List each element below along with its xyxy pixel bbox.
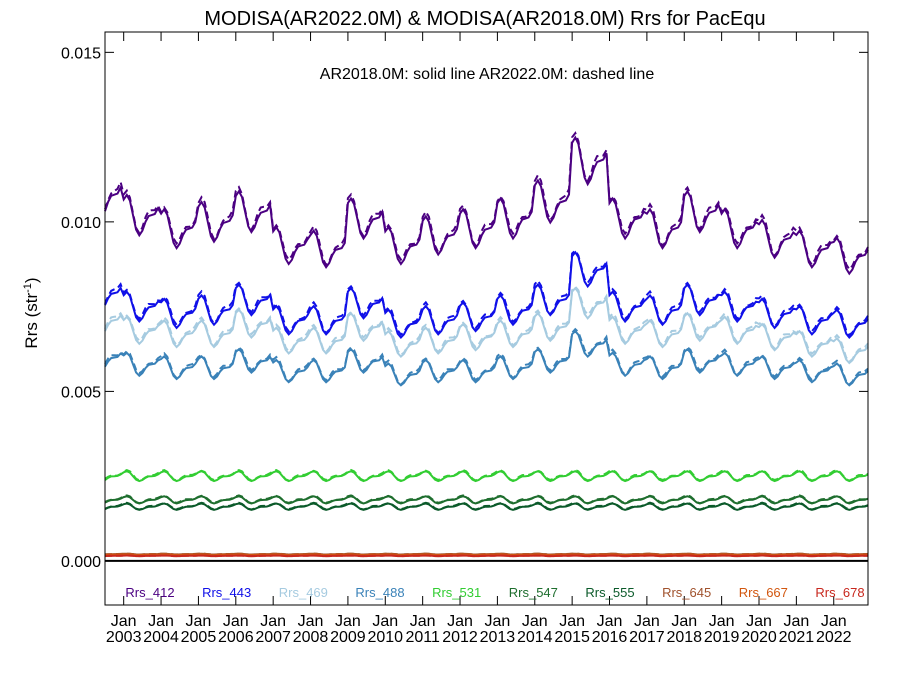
legend: Rrs_412 Rrs_443 Rrs_469 Rrs_488 Rrs_531 Rrs_5… bbox=[125, 585, 864, 600]
y-axis-label-base: Rrs (str bbox=[22, 293, 41, 349]
chart-subtitle: AR2018.0M: solid line AR2022.0M: dashed … bbox=[320, 66, 655, 83]
series-dashed-line-rrs-667 bbox=[104, 553, 869, 557]
x-tick-label-month: Jan bbox=[559, 613, 585, 630]
series-line-rrs-469 bbox=[104, 286, 869, 365]
x-tick-label-year: 2015 bbox=[554, 629, 590, 646]
series-dashed-line-rrs-555 bbox=[104, 501, 869, 511]
x-tick-label-year: 2017 bbox=[629, 629, 665, 646]
y-tick-label: 0.005 bbox=[61, 384, 101, 401]
x-tick-label-month: Jan bbox=[522, 613, 548, 630]
legend-entry-rrs-469: Rrs_469 bbox=[279, 585, 328, 600]
x-tick-label-month: Jan bbox=[335, 613, 361, 630]
y-tick-label: 0.010 bbox=[61, 215, 101, 232]
x-tick-label-month: Jan bbox=[597, 613, 623, 630]
x-tick-label-year: 2014 bbox=[517, 629, 553, 646]
x-tick-label-month: Jan bbox=[783, 613, 809, 630]
x-tick-label-year: 2019 bbox=[704, 629, 740, 646]
x-tick-label-month: Jan bbox=[186, 613, 212, 630]
series-dashed-line-rrs-531 bbox=[104, 468, 869, 482]
x-tick-label-year: 2005 bbox=[181, 629, 217, 646]
y-tick-label: 0.015 bbox=[61, 45, 101, 62]
series-dashed-line-rrs-547 bbox=[104, 494, 869, 505]
series-dashed-line-rrs-678 bbox=[104, 554, 868, 558]
x-tick-label-year: 2004 bbox=[143, 629, 179, 646]
x-tick-label-month: Jan bbox=[148, 613, 174, 630]
series-dashed-line-rrs-469 bbox=[104, 285, 869, 364]
plot-frame bbox=[104, 31, 869, 606]
x-tick-label-month: Jan bbox=[746, 613, 772, 630]
chart-title: MODISA(AR2022.0M) & MODISA(AR2018.0M) Rr… bbox=[204, 8, 765, 30]
x-tick-label-year: 2011 bbox=[405, 629, 440, 646]
legend-entry-rrs-547: Rrs_547 bbox=[509, 585, 558, 600]
axes: 0.0000.0050.0100.015Jan2003Jan2004Jan200… bbox=[61, 31, 869, 646]
x-tick-label-year: 2012 bbox=[442, 629, 478, 646]
y-axis-label-close: ) bbox=[22, 277, 41, 283]
x-tick-label-month: Jan bbox=[372, 613, 398, 630]
series-line-rrs-443 bbox=[104, 250, 869, 340]
y-axis-label-superscript: -1 bbox=[22, 283, 34, 293]
x-tick-label-month: Jan bbox=[298, 613, 324, 630]
x-tick-label-year: 2003 bbox=[106, 629, 142, 646]
legend-entry-rrs-488: Rrs_488 bbox=[355, 585, 404, 600]
x-tick-label-year: 2008 bbox=[293, 629, 329, 646]
x-tick-label-year: 2007 bbox=[255, 629, 291, 646]
x-tick-label-month: Jan bbox=[485, 613, 511, 630]
x-tick-label-year: 2020 bbox=[741, 629, 777, 646]
x-tick-label-year: 2021 bbox=[779, 629, 815, 646]
x-tick-label-year: 2009 bbox=[330, 629, 366, 646]
x-tick-label-year: 2016 bbox=[592, 629, 628, 646]
x-tick-label-year: 2006 bbox=[218, 629, 254, 646]
x-tick-label-month: Jan bbox=[260, 613, 286, 630]
y-axis-label: Rrs (str-1) bbox=[22, 277, 41, 348]
legend-entry-rrs-443: Rrs_443 bbox=[202, 585, 251, 600]
x-tick-label-year: 2018 bbox=[666, 629, 702, 646]
x-tick-label-month: Jan bbox=[821, 613, 847, 630]
series-dashed-line-rrs-443 bbox=[104, 248, 869, 337]
x-tick-label-month: Jan bbox=[223, 613, 249, 630]
x-tick-label-year: 2010 bbox=[367, 629, 403, 646]
legend-entry-rrs-412: Rrs_412 bbox=[125, 585, 174, 600]
series-line-rrs-412 bbox=[104, 135, 869, 276]
x-tick-label-month: Jan bbox=[634, 613, 660, 630]
x-tick-label-year: 2013 bbox=[480, 629, 516, 646]
series-dashed-line-rrs-488 bbox=[104, 327, 869, 386]
x-tick-label-month: Jan bbox=[410, 613, 436, 630]
legend-entry-rrs-678: Rrs_678 bbox=[815, 585, 864, 600]
legend-entry-rrs-667: Rrs_667 bbox=[739, 585, 788, 600]
legend-entry-rrs-531: Rrs_531 bbox=[432, 585, 481, 600]
legend-entry-rrs-555: Rrs_555 bbox=[585, 585, 634, 600]
x-tick-label-year: 2022 bbox=[816, 629, 852, 646]
x-tick-label-month: Jan bbox=[671, 613, 697, 630]
x-tick-label-month: Jan bbox=[111, 613, 137, 630]
x-tick-label-month: Jan bbox=[709, 613, 735, 630]
y-tick-label: 0.000 bbox=[61, 554, 101, 571]
legend-entry-rrs-645: Rrs_645 bbox=[662, 585, 711, 600]
plot-lines bbox=[104, 131, 869, 558]
series-dashed-line-rrs-412 bbox=[104, 131, 869, 272]
x-tick-label-month: Jan bbox=[447, 613, 473, 630]
